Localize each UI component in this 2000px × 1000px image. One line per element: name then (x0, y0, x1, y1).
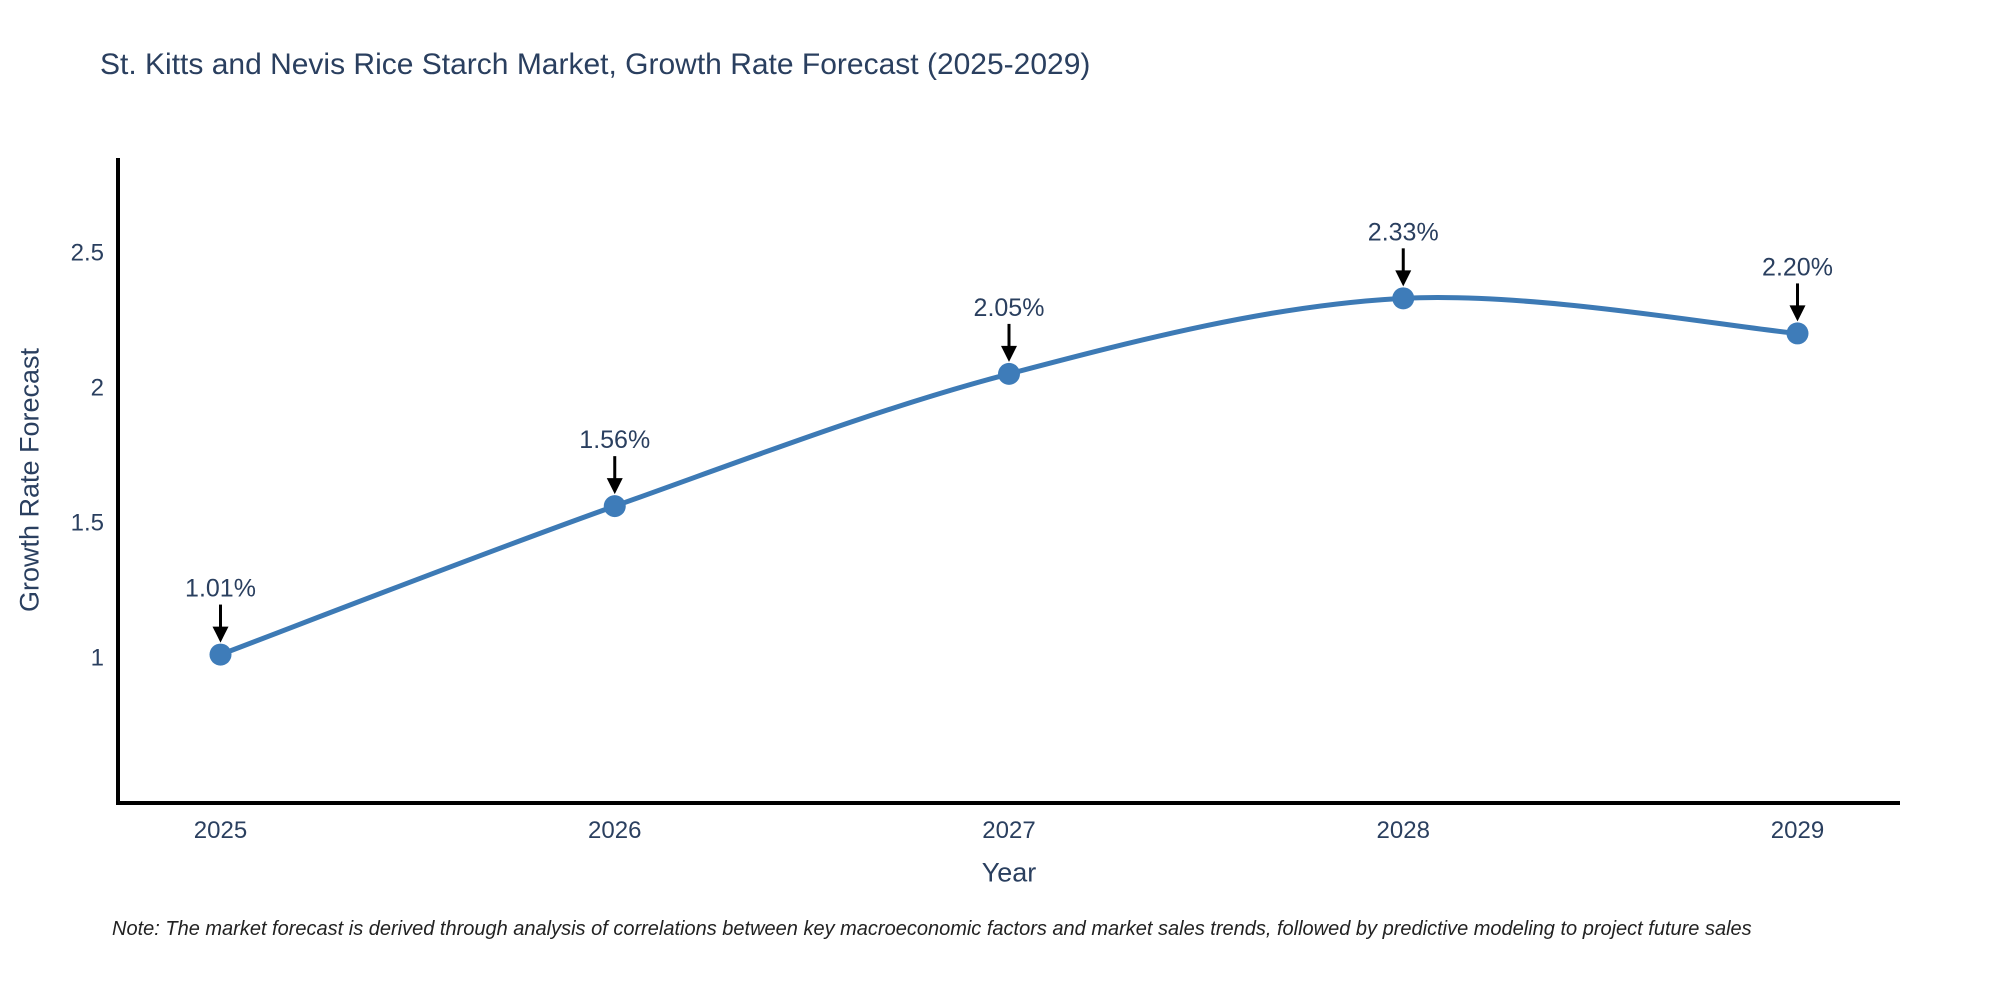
y-tick-label: 2 (91, 374, 104, 401)
data-point-2029 (1786, 322, 1809, 345)
annotation-arrow-head (1001, 345, 1017, 362)
y-tick-label: 1.5 (71, 509, 104, 536)
x-tick-label: 2028 (1377, 817, 1430, 844)
x-tick-label: 2026 (588, 817, 641, 844)
footnote: Note: The market forecast is derived thr… (112, 918, 1752, 940)
annotation-label: 1.56% (579, 426, 650, 454)
x-tick-label: 2029 (1771, 817, 1824, 844)
data-point-2026 (603, 495, 626, 518)
annotation-label: 2.33% (1368, 218, 1439, 246)
annotation-arrow-head (212, 626, 229, 643)
x-axis-title: Year (981, 857, 1037, 888)
annotation-arrow-head (1395, 270, 1412, 287)
annotation-label: 2.05% (974, 294, 1045, 322)
x-tick-label: 2027 (982, 817, 1035, 844)
annotation-arrow-head (606, 478, 623, 495)
x-tick-label: 2025 (194, 817, 247, 844)
chart-title: St. Kitts and Nevis Rice Starch Market, … (100, 48, 1091, 81)
data-point-2025 (209, 643, 232, 666)
annotation-label: 2.20% (1762, 253, 1833, 281)
y-tick-label: 1 (91, 644, 104, 671)
annotation-label: 1.01% (185, 575, 256, 603)
y-tick-label: 2.5 (71, 239, 104, 266)
data-point-2028 (1392, 287, 1415, 310)
annotation-arrow-head (1789, 305, 1806, 322)
data-point-2027 (998, 362, 1020, 385)
